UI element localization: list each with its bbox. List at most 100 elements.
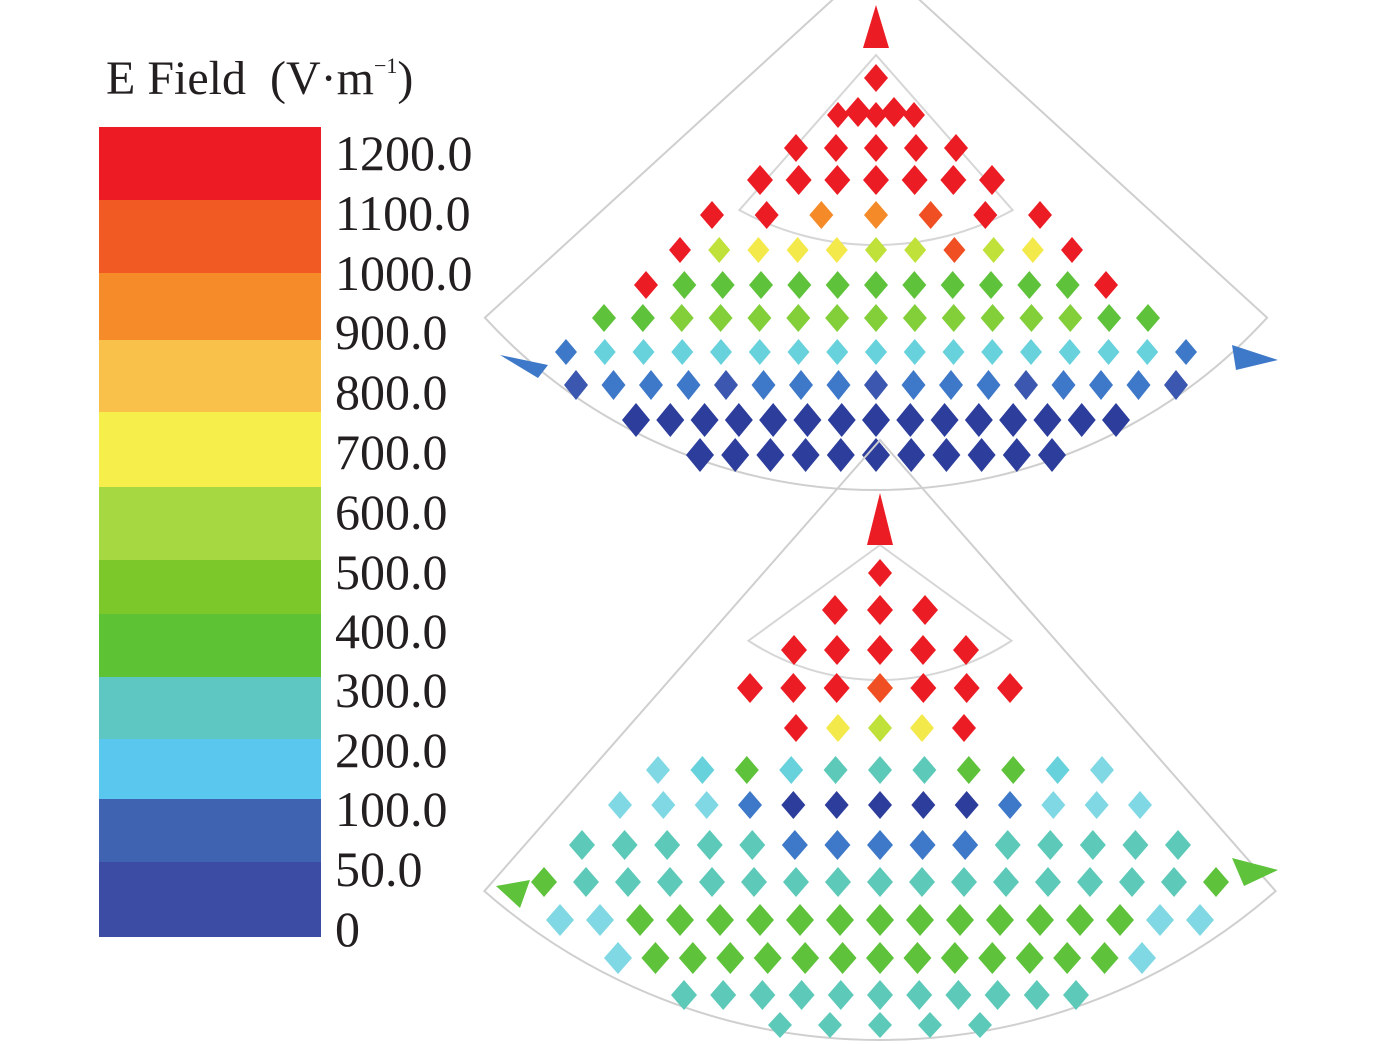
field-vector-marker xyxy=(1019,304,1044,332)
port-arrow xyxy=(863,5,889,48)
field-vector-marker xyxy=(867,673,893,703)
color-scale-label: 50.0 xyxy=(335,841,423,897)
field-vector-marker xyxy=(786,304,811,332)
color-scale-label: 400.0 xyxy=(335,603,448,659)
field-vector-marker xyxy=(864,201,888,229)
field-vector-marker xyxy=(630,304,655,332)
field-vector-marker xyxy=(867,830,893,860)
field-vector-marker xyxy=(1136,339,1159,365)
field-vector-marker xyxy=(918,201,943,229)
field-vector-marker xyxy=(824,830,851,860)
field-vector-marker xyxy=(738,791,762,819)
field-vector-marker xyxy=(1161,867,1187,897)
field-vector-marker xyxy=(881,97,907,127)
field-vector-marker xyxy=(791,942,820,974)
field-vector-marker xyxy=(747,165,773,195)
field-vector-marker xyxy=(941,304,966,332)
field-vector-marker xyxy=(981,339,1004,365)
field-vector-marker xyxy=(615,867,641,897)
field-vector-marker xyxy=(867,867,893,897)
field-vector-marker xyxy=(845,97,871,127)
field-vector-marker xyxy=(1051,370,1076,400)
field-vector-marker xyxy=(734,756,759,784)
field-vector-marker xyxy=(669,237,691,263)
field-vector-marker xyxy=(953,635,979,665)
field-vector-marker xyxy=(672,271,697,299)
field-vector-marker xyxy=(1063,980,1089,1010)
field-vector-marker xyxy=(932,438,961,472)
field-vector-marker xyxy=(896,403,925,437)
field-vector-marker xyxy=(827,980,854,1010)
field-vector-marker xyxy=(1033,403,1062,437)
color-scale-label: 300.0 xyxy=(335,662,448,718)
field-vector-marker xyxy=(979,271,1003,299)
field-vector-marker xyxy=(601,370,626,400)
field-vector-marker xyxy=(787,339,810,365)
field-vector-marker xyxy=(976,370,1001,400)
field-vector-marker xyxy=(656,403,685,437)
field-vector-marker xyxy=(751,370,776,400)
field-vector-marker xyxy=(1002,438,1031,472)
field-vector-marker xyxy=(1106,904,1134,936)
field-vector-marker xyxy=(747,237,770,263)
field-vector-marker xyxy=(866,904,894,936)
field-vector-marker xyxy=(1128,942,1156,974)
field-vector-marker xyxy=(864,64,888,92)
field-vector-marker xyxy=(793,403,822,437)
color-scale-swatch xyxy=(99,677,321,739)
field-vector-marker xyxy=(759,403,788,437)
field-vector-marker xyxy=(669,304,694,332)
field-vector-marker xyxy=(978,942,1007,974)
field-vector-marker xyxy=(999,403,1028,437)
field-vector-marker xyxy=(724,403,753,437)
field-vector-marker xyxy=(586,904,614,936)
field-vector-marker xyxy=(868,791,892,819)
field-vector-marker xyxy=(828,942,857,974)
field-vector-marker xyxy=(531,867,557,897)
field-vector-marker xyxy=(1014,370,1038,400)
field-vector-marker xyxy=(863,165,889,195)
field-vector-marker xyxy=(864,134,888,162)
field-vector-marker xyxy=(964,403,993,437)
field-vector-marker xyxy=(1119,867,1145,897)
field-vector-marker xyxy=(1146,904,1174,936)
field-vector-marker xyxy=(862,403,890,437)
field-vector-marker xyxy=(904,134,928,162)
field-vector-marker xyxy=(710,271,735,299)
field-vector-marker xyxy=(994,830,1021,860)
field-vector-marker xyxy=(1020,339,1042,365)
field-vector-marker xyxy=(781,635,807,665)
field-vector-marker xyxy=(746,904,774,936)
field-vector-marker xyxy=(825,867,851,897)
field-vector-marker xyxy=(868,559,892,587)
field-vector-marker xyxy=(626,904,654,936)
field-vector-marker xyxy=(748,339,771,365)
field-vector-marker xyxy=(824,134,848,162)
field-vector-marker xyxy=(787,271,812,299)
field-vector-marker xyxy=(823,673,850,703)
field-vector-marker xyxy=(1089,370,1113,400)
field-vector-marker xyxy=(980,304,1005,332)
field-vector-marker xyxy=(646,756,670,784)
field-vector-marker xyxy=(1084,791,1109,819)
field-vector-marker xyxy=(690,756,715,784)
field-vector-marker xyxy=(716,942,745,974)
field-vector-marker xyxy=(696,830,723,860)
field-vector-marker xyxy=(749,271,773,299)
field-vector-marker xyxy=(1128,791,1152,819)
color-scale-swatch xyxy=(99,200,321,273)
field-vector-marker xyxy=(1090,756,1114,784)
field-vector-marker xyxy=(868,756,892,784)
field-vector-marker xyxy=(909,830,936,860)
field-vector-marker xyxy=(786,237,809,263)
field-vector-marker xyxy=(867,595,893,625)
field-vector-marker xyxy=(706,904,734,936)
field-vector-marker xyxy=(710,980,737,1010)
field-vector-marker xyxy=(639,370,663,400)
field-vector-marker xyxy=(779,756,804,784)
field-vector-marker xyxy=(1126,370,1151,400)
field-vector-marker xyxy=(781,791,806,819)
field-vector-marker xyxy=(818,1012,842,1038)
field-vector-marker xyxy=(756,438,785,472)
